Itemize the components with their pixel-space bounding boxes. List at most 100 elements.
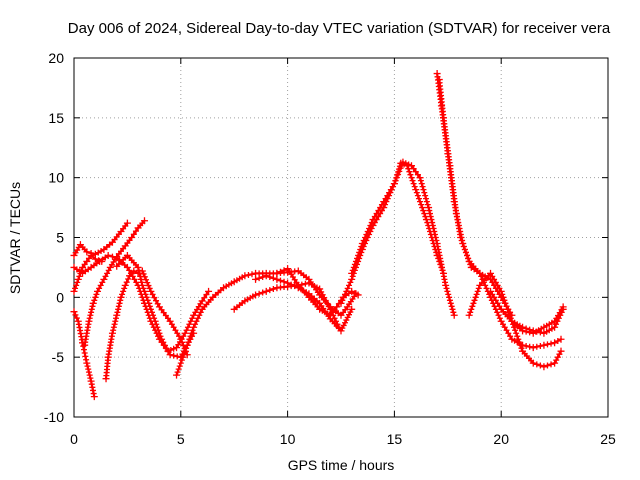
interp-marker	[120, 288, 127, 295]
interp-marker	[259, 289, 266, 296]
data-point	[173, 371, 181, 379]
interp-marker	[419, 183, 426, 190]
interp-marker	[291, 268, 298, 275]
interp-marker	[179, 354, 186, 361]
interp-marker	[313, 284, 320, 291]
interp-marker	[395, 171, 402, 178]
data-point	[337, 299, 345, 307]
interp-marker	[186, 336, 193, 343]
data-point	[100, 275, 108, 283]
series-line	[436, 72, 513, 317]
interp-marker	[504, 306, 511, 313]
series-line	[233, 281, 340, 329]
interp-marker	[465, 255, 472, 262]
interp-marker	[176, 333, 183, 340]
interp-marker	[420, 207, 427, 214]
interp-marker	[93, 260, 100, 267]
interp-marker	[183, 345, 190, 352]
interp-marker	[470, 300, 477, 307]
interp-marker	[177, 360, 184, 367]
interp-marker	[468, 306, 475, 313]
interp-marker	[76, 268, 83, 275]
interp-marker	[179, 339, 186, 346]
data-point	[89, 299, 97, 307]
interp-marker	[515, 336, 522, 343]
y-axis-label: SDTVAR / TECUs	[7, 182, 23, 294]
interp-marker	[143, 294, 150, 301]
interp-marker	[408, 174, 415, 181]
interp-marker	[526, 329, 533, 336]
interp-marker	[174, 353, 181, 360]
interp-marker	[281, 283, 288, 290]
interp-marker	[164, 315, 171, 322]
interp-marker	[526, 343, 533, 350]
interp-marker	[120, 245, 127, 252]
interp-marker	[474, 288, 481, 295]
interp-marker	[422, 192, 429, 199]
data-point	[121, 281, 129, 289]
interp-marker	[378, 201, 385, 208]
interp-marker	[507, 333, 514, 340]
interp-marker	[111, 321, 118, 328]
interp-marker	[153, 321, 160, 328]
data-point	[262, 287, 270, 295]
interp-marker	[138, 279, 145, 286]
interp-marker	[556, 351, 563, 358]
interp-marker	[418, 201, 425, 208]
interp-marker	[110, 327, 117, 334]
interp-marker	[499, 291, 506, 298]
interp-marker	[144, 297, 151, 304]
interp-marker	[444, 288, 451, 295]
interp-marker	[368, 219, 375, 226]
x-tick-label: 10	[280, 431, 296, 447]
interp-marker	[80, 346, 87, 353]
series-track-14	[348, 158, 458, 319]
interp-marker	[494, 309, 501, 316]
y-tick-label: -10	[44, 409, 64, 425]
interp-marker	[433, 237, 440, 244]
data-point	[205, 287, 213, 295]
interp-marker	[514, 333, 521, 340]
interp-marker	[160, 339, 167, 346]
chart-title: Day 006 of 2024, Sidereal Day-to-day VTE…	[68, 20, 611, 37]
interp-marker	[537, 342, 544, 349]
interp-marker	[366, 225, 373, 232]
interp-marker	[93, 291, 100, 298]
interp-marker	[115, 306, 122, 313]
interp-marker	[506, 315, 513, 322]
interp-marker	[88, 306, 95, 313]
interp-marker	[533, 343, 540, 350]
interp-marker	[346, 282, 353, 289]
series-track-3	[70, 219, 131, 259]
interp-marker	[181, 351, 188, 358]
interp-marker	[151, 294, 158, 301]
interp-marker	[89, 303, 96, 310]
interp-marker	[537, 362, 544, 369]
interp-marker	[266, 273, 273, 280]
interp-marker	[423, 198, 430, 205]
interp-marker	[496, 315, 503, 322]
interp-marker	[544, 341, 551, 348]
data-point	[181, 347, 189, 355]
interp-marker	[464, 252, 471, 259]
interp-marker	[349, 273, 356, 280]
grid-lines	[74, 58, 608, 417]
interp-marker	[446, 159, 453, 166]
interp-marker	[343, 288, 350, 295]
interp-marker	[291, 283, 298, 290]
interp-marker	[422, 213, 429, 220]
interp-marker	[429, 219, 436, 226]
interp-marker	[281, 267, 288, 274]
interp-marker	[421, 189, 428, 196]
interp-marker	[302, 280, 309, 287]
interp-marker	[115, 303, 122, 310]
interp-marker	[462, 249, 469, 256]
interp-marker	[503, 303, 510, 310]
interp-marker	[325, 303, 332, 310]
interp-marker	[178, 357, 185, 364]
interp-marker	[163, 345, 170, 352]
interp-marker	[360, 237, 367, 244]
data-point	[166, 351, 174, 359]
interp-marker	[87, 312, 94, 319]
interp-marker	[554, 338, 561, 345]
